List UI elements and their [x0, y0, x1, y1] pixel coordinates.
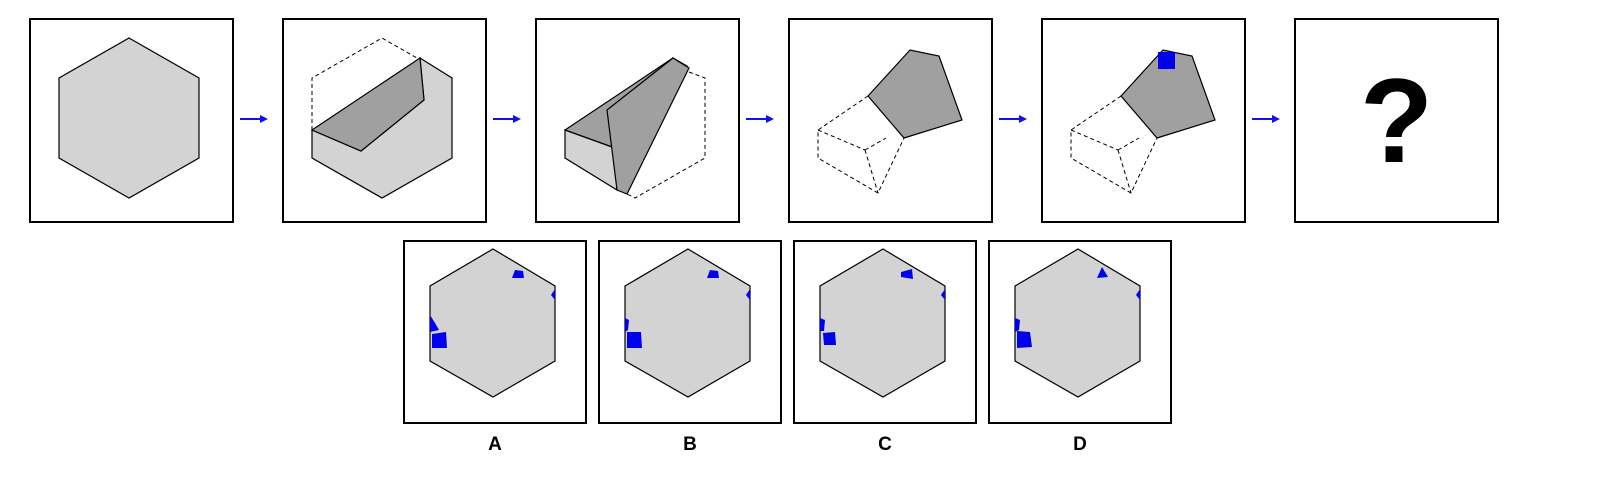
option-label-b: B: [683, 434, 697, 455]
sequence-panel-1: [29, 18, 234, 223]
fold-step-2-figure: [563, 57, 706, 199]
option-b[interactable]: [598, 240, 782, 424]
fold-step-3-figure: [817, 49, 963, 194]
option-b-figure: [624, 248, 751, 398]
option-label-a: A: [488, 434, 502, 455]
sequence-panel-2: [282, 18, 487, 223]
sequence-panel-4: [788, 18, 993, 223]
mark-step-figure: [1070, 49, 1216, 194]
question-mark: ?: [1359, 53, 1434, 188]
arrow-icon: [240, 115, 268, 123]
option-d[interactable]: [988, 240, 1172, 424]
arrow-icon: [493, 115, 521, 123]
option-label-d: D: [1073, 434, 1087, 455]
option-label-c: C: [878, 434, 892, 455]
fold-step-1-figure: [310, 37, 453, 199]
sequence-panel-3: [535, 18, 740, 223]
option-a[interactable]: [403, 240, 587, 424]
sequence-panel-5: [1041, 18, 1246, 223]
arrow-icon: [746, 115, 774, 123]
arrow-icon: [999, 115, 1027, 123]
option-c-figure: [819, 248, 946, 398]
blue-square-mark: [1158, 52, 1175, 69]
hexagon-figure: [58, 37, 200, 199]
option-d-figure: [1014, 248, 1141, 398]
option-a-figure: [429, 248, 556, 398]
option-c[interactable]: [793, 240, 977, 424]
sequence-panel-6: ?: [1294, 18, 1499, 223]
arrow-icon: [1252, 115, 1280, 123]
